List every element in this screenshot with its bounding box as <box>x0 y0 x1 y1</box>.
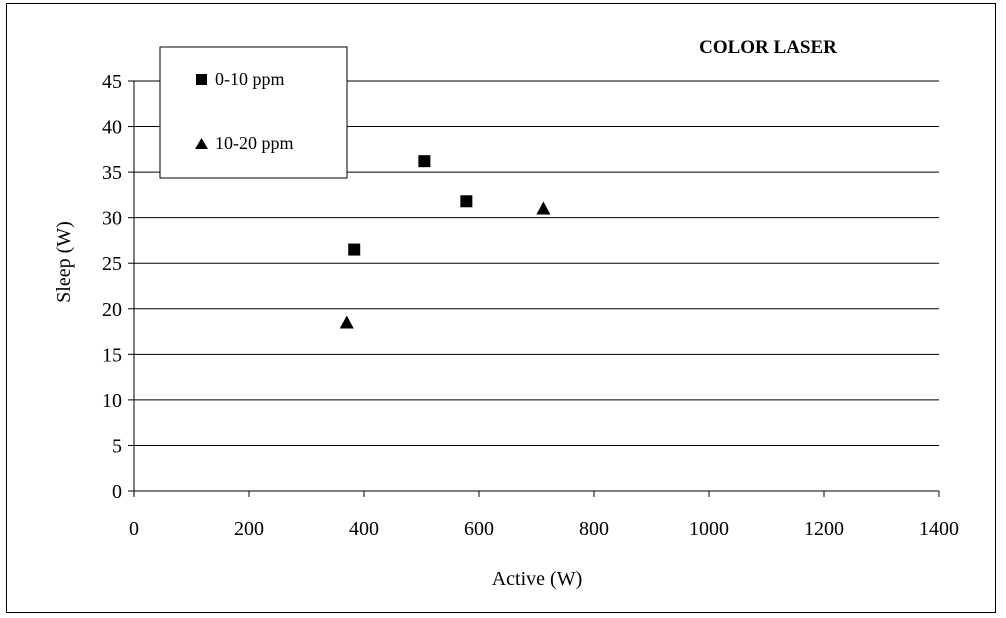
x-tick-label: 800 <box>579 518 609 540</box>
data-point-square <box>460 195 473 208</box>
x-tick-label: 1400 <box>919 518 959 540</box>
y-tick-label: 10 <box>102 390 122 412</box>
x-tick-label: 1200 <box>804 518 844 540</box>
x-tick-label: 0 <box>129 518 139 540</box>
legend-label-series-2: 10-20 ppm <box>215 133 294 153</box>
y-tick-label: 15 <box>102 344 122 366</box>
y-tick-label: 0 <box>112 481 122 503</box>
chart-title: COLOR LASER <box>699 37 837 58</box>
legend-triangle-marker-icon <box>195 138 208 149</box>
x-tick-label: 1000 <box>689 518 729 540</box>
y-tick-label: 5 <box>112 435 122 457</box>
y-tick-label: 25 <box>102 253 122 275</box>
x-tick-label: 600 <box>464 518 494 540</box>
legend-square-marker-icon <box>196 74 207 85</box>
data-point-triangle <box>536 201 551 215</box>
y-tick-label: 30 <box>102 208 122 230</box>
tick-labels: 0 5 10 15 20 25 30 35 40 45 0 200 400 600 800 1000 1200 1… <box>102 71 959 540</box>
data-point-square <box>418 155 431 168</box>
y-tick-label: 20 <box>102 299 122 321</box>
legend: 0-10 ppm 10-20 ppm <box>159 46 348 179</box>
data-point-triangle <box>339 315 354 329</box>
x-axis-label: Active (W) <box>492 568 583 590</box>
y-tick-label: 35 <box>102 162 122 184</box>
legend-box <box>159 46 348 179</box>
y-tick-label: 45 <box>102 71 122 93</box>
legend-label-series-1: 0-10 ppm <box>215 69 285 89</box>
x-tick-label: 200 <box>234 518 264 540</box>
axes <box>128 80 940 497</box>
data-points <box>339 155 551 329</box>
y-tick-label: 40 <box>102 117 122 139</box>
data-point-square <box>348 243 361 256</box>
y-axis-label: Sleep (W) <box>53 221 75 303</box>
x-tick-label: 400 <box>349 518 379 540</box>
chart-frame <box>6 3 996 613</box>
